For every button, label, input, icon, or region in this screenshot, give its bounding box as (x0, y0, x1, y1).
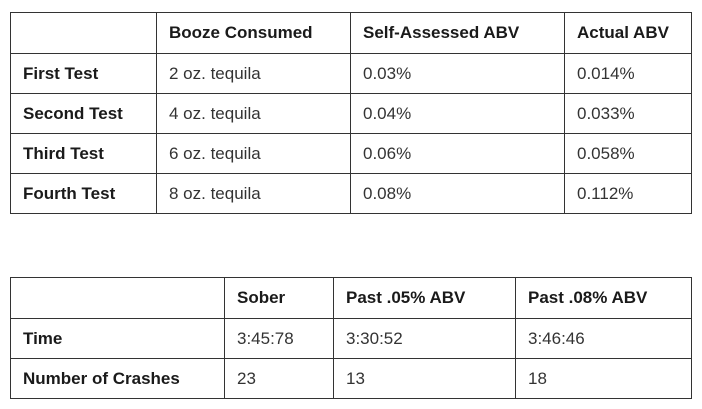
table-cell: 0.08% (350, 173, 565, 214)
table-cell: 3:30:52 (333, 318, 516, 359)
table-row: Number of Crashes 23 13 18 (10, 358, 692, 399)
row-label: Number of Crashes (10, 358, 225, 399)
row-label: Time (10, 318, 225, 359)
row-label: Second Test (10, 93, 157, 134)
header-cell-past-08-abv: Past .08% ABV (515, 277, 692, 319)
header-cell-actual-abv: Actual ABV (564, 12, 692, 54)
alcohol-test-table: Booze Consumed Self-Assessed ABV Actual … (10, 12, 692, 214)
table-row: Time 3:45:78 3:30:52 3:46:46 (10, 318, 692, 359)
table-cell: 0.04% (350, 93, 565, 134)
table-cell: 4 oz. tequila (156, 93, 351, 134)
table-header-row: Booze Consumed Self-Assessed ABV Actual … (10, 12, 692, 54)
header-cell-corner (10, 277, 225, 319)
table-row: Second Test 4 oz. tequila 0.04% 0.033% (10, 93, 692, 134)
table-cell: 0.03% (350, 53, 565, 94)
table-cell: 0.112% (564, 173, 692, 214)
header-cell-past-05-abv: Past .05% ABV (333, 277, 516, 319)
table-row: Third Test 6 oz. tequila 0.06% 0.058% (10, 133, 692, 174)
header-cell-sober: Sober (224, 277, 334, 319)
table-cell: 3:46:46 (515, 318, 692, 359)
driving-results-table: Sober Past .05% ABV Past .08% ABV Time 3… (10, 277, 692, 399)
row-label: Fourth Test (10, 173, 157, 214)
table-cell: 2 oz. tequila (156, 53, 351, 94)
table-row: Fourth Test 8 oz. tequila 0.08% 0.112% (10, 173, 692, 214)
header-cell-corner (10, 12, 157, 54)
table-cell: 0.014% (564, 53, 692, 94)
table-cell: 0.033% (564, 93, 692, 134)
table-cell: 23 (224, 358, 334, 399)
table-cell: 6 oz. tequila (156, 133, 351, 174)
row-label: Third Test (10, 133, 157, 174)
header-cell-self-assessed-abv: Self-Assessed ABV (350, 12, 565, 54)
table-cell: 13 (333, 358, 516, 399)
header-cell-booze-consumed: Booze Consumed (156, 12, 351, 54)
table-cell: 0.058% (564, 133, 692, 174)
table-cell: 0.06% (350, 133, 565, 174)
table-cell: 8 oz. tequila (156, 173, 351, 214)
table-cell: 3:45:78 (224, 318, 334, 359)
table-header-row: Sober Past .05% ABV Past .08% ABV (10, 277, 692, 319)
row-label: First Test (10, 53, 157, 94)
table-row: First Test 2 oz. tequila 0.03% 0.014% (10, 53, 692, 94)
table-cell: 18 (515, 358, 692, 399)
